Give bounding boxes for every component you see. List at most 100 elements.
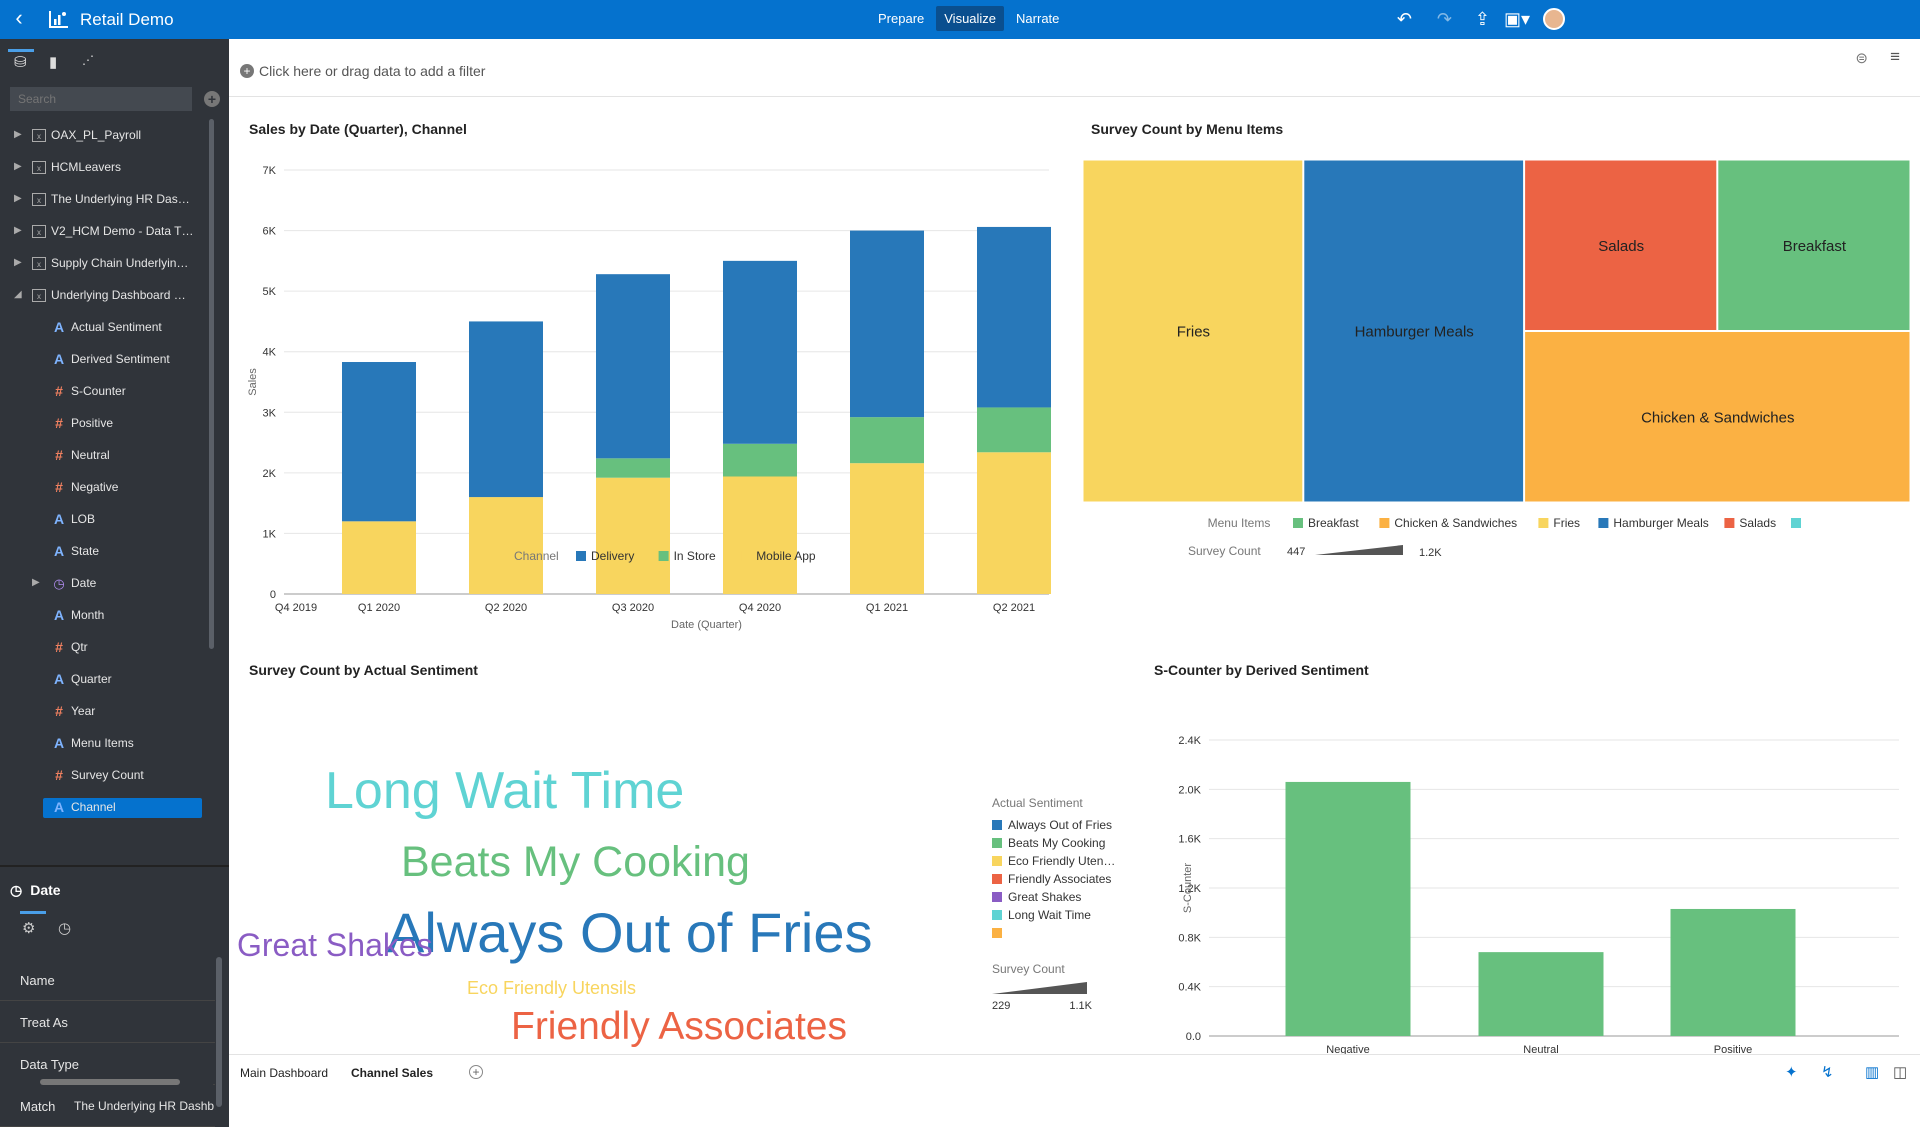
bar-positive[interactable]: [1670, 908, 1796, 1036]
legend-breakfast[interactable]: Breakfast: [1308, 516, 1359, 530]
legend-item-friendly-associates[interactable]: Friendly Associates: [992, 870, 1115, 888]
legend-chicken-sandwiches[interactable]: Chicken & Sandwiches: [1394, 516, 1517, 530]
bar-mobile-app-q3-2020[interactable]: [596, 477, 670, 594]
legend-salads[interactable]: Salads: [1739, 516, 1776, 530]
bar-mobile-app-q1-2020[interactable]: [342, 521, 416, 594]
auto-insights-icon[interactable]: ✦: [1785, 1064, 1798, 1081]
word-long-wait-time[interactable]: Long Wait Time: [325, 762, 685, 820]
save-icon[interactable]: ▣▾: [1503, 9, 1530, 29]
avatar[interactable]: [1543, 8, 1565, 30]
word-great-shakes[interactable]: Great Shakes: [237, 927, 433, 963]
tree-item-quarter[interactable]: A Quarter: [0, 663, 212, 695]
bar-delivery-q1-2020[interactable]: [342, 362, 416, 522]
mode-prepare[interactable]: Prepare: [878, 11, 925, 26]
filter-bar[interactable]: + Click here or drag data to add a filte…: [229, 39, 1920, 97]
tree-item-neutral[interactable]: # Neutral: [0, 439, 212, 471]
tree-item-oax-pl-payroll[interactable]: ▶ x OAX_PL_Payroll: [0, 119, 212, 151]
caret-down-icon[interactable]: ◢: [14, 289, 22, 300]
legend-item-blank[interactable]: [992, 924, 1115, 942]
search-input[interactable]: [10, 87, 192, 111]
analytics-tab-icon[interactable]: ⋰: [82, 53, 94, 67]
bar-in-store-q4-2020[interactable]: [723, 443, 797, 477]
prop-match[interactable]: Match The Underlying HR Dashb: [0, 1087, 215, 1127]
filter-placeholder[interactable]: Click here or drag data to add a filter: [259, 63, 486, 79]
caret-right-icon[interactable]: ▶: [14, 257, 22, 268]
tree-item-channel[interactable]: A Channel: [0, 791, 212, 823]
word-friendly-associates[interactable]: Friendly Associates: [511, 1005, 847, 1048]
legend-item-always-out-of-fries[interactable]: Always Out of Fries: [992, 816, 1115, 834]
filter-options-icon[interactable]: ⊜: [1855, 50, 1868, 67]
bar-delivery-q2-2020[interactable]: [469, 321, 543, 498]
legend-item-eco-friendly-uten[interactable]: Eco Friendly Uten…: [992, 852, 1115, 870]
word-eco-friendly-utensils[interactable]: Eco Friendly Utensils: [467, 978, 637, 998]
legend-fries[interactable]: Fries: [1553, 516, 1580, 530]
caret-right-icon[interactable]: ▶: [14, 129, 22, 140]
bar-negative[interactable]: [1285, 781, 1411, 1036]
tree-item-qtr[interactable]: # Qtr: [0, 631, 212, 663]
caret-right-icon[interactable]: ▶: [14, 225, 22, 236]
back-icon[interactable]: ‹: [15, 5, 23, 30]
data-tab-icon[interactable]: ⛁: [14, 54, 27, 71]
tree-item-s-counter[interactable]: # S-Counter: [0, 375, 212, 407]
prop-treat-as[interactable]: Treat As: [0, 1003, 215, 1043]
treemap-tile-salads[interactable]: [1524, 159, 1718, 331]
menu-treemap[interactable]: Fries Hamburger Meals Salads Breakfast Chick…: [1074, 149, 1919, 669]
panel-scrollbar[interactable]: [209, 119, 214, 649]
scounter-bar-chart[interactable]: 0.0 0.4K 0.8K 1.2K 1.6K 2.0K 2.4K Negative Neutr…: [1129, 684, 1919, 1054]
share-icon[interactable]: ⇪: [1474, 9, 1490, 29]
tree-item-survey-count[interactable]: # Survey Count: [0, 759, 212, 791]
legend-item-great-shakes[interactable]: Great Shakes: [992, 888, 1115, 906]
undo-icon[interactable]: ↶: [1396, 9, 1412, 29]
time-tab-icon[interactable]: ◷: [58, 920, 72, 937]
bar-mobile-app-q2-2020[interactable]: [469, 497, 543, 594]
bar-in-store-q1-2021[interactable]: [850, 417, 924, 464]
bar-neutral[interactable]: [1478, 952, 1604, 1036]
bar-delivery-q2-2021[interactable]: [977, 226, 1051, 408]
legend-item-long-wait-time[interactable]: Long Wait Time: [992, 906, 1115, 924]
tree-item-supply-chain-underlyin[interactable]: ▶ x Supply Chain Underlyin…: [0, 247, 212, 279]
legend-hamburger-meals[interactable]: Hamburger Meals: [1613, 516, 1708, 530]
visualizations-tab-icon[interactable]: ▮: [49, 54, 58, 71]
bar-delivery-q1-2021[interactable]: [850, 230, 924, 418]
treemap-tile-chicken-sandwiches[interactable]: [1524, 331, 1911, 503]
prop-name[interactable]: Name: [0, 961, 215, 1001]
tree-item-v2-hcm-demo-data-t[interactable]: ▶ x V2_HCM Demo - Data T…: [0, 215, 212, 247]
add-data-icon[interactable]: +: [204, 91, 220, 107]
tree-item-year[interactable]: # Year: [0, 695, 212, 727]
treemap-tile-breakfast[interactable]: [1717, 159, 1911, 331]
tree-item-menu-items[interactable]: A Menu Items: [0, 727, 212, 759]
sales-bar-chart[interactable]: 0 1K 2K 3K 4K 5K 6K 7K Q4 2019 Q1 2020 Q2 2020 Q3 2…: [229, 149, 1074, 669]
menu-icon[interactable]: ≡: [1890, 47, 1900, 66]
sentiment-wordcloud[interactable]: Long Wait Time Beats My Cooking Always Out…: [229, 689, 1129, 1049]
layout-icon[interactable]: ▥: [1865, 1064, 1880, 1081]
tree-item-derived-sentiment[interactable]: A Derived Sentiment: [0, 343, 212, 375]
caret-right-icon[interactable]: ▶: [14, 161, 22, 172]
redo-icon[interactable]: ↷: [1436, 9, 1452, 29]
horizontal-scrollbar[interactable]: [40, 1079, 180, 1085]
mode-narrate[interactable]: Narrate: [1016, 11, 1060, 26]
tree-item-negative[interactable]: # Negative: [0, 471, 212, 503]
refresh-icon[interactable]: ↯: [1821, 1064, 1834, 1081]
tree-item-the-underlying-hr-das[interactable]: ▶ x The Underlying HR Das…: [0, 183, 212, 215]
general-tab-icon[interactable]: ⚙: [22, 920, 36, 937]
tree-item-hcmleavers[interactable]: ▶ x HCMLeavers: [0, 151, 212, 183]
treemap-tile-fries[interactable]: [1082, 159, 1304, 503]
tree-item-underlying-dashboard[interactable]: ◢ x Underlying Dashboard …: [0, 279, 212, 311]
properties-scrollbar[interactable]: [216, 957, 222, 1107]
word-always-out-of-fries[interactable]: Always Out of Fries: [387, 901, 873, 964]
bar-delivery-q4-2020[interactable]: [723, 260, 797, 444]
tab-main-dashboard[interactable]: Main Dashboard: [240, 1066, 329, 1080]
tree-item-positive[interactable]: # Positive: [0, 407, 212, 439]
bar-mobile-app-q2-2021[interactable]: [977, 452, 1051, 594]
legend-mobile-app[interactable]: Mobile App: [756, 549, 816, 563]
tab-channel-sales[interactable]: Channel Sales: [351, 1066, 434, 1080]
add-filter-icon[interactable]: +: [240, 64, 254, 78]
tree-item-month[interactable]: A Month: [0, 599, 212, 631]
caret-right-icon[interactable]: ▶: [32, 577, 40, 588]
bar-in-store-q3-2020[interactable]: [596, 458, 670, 478]
tree-item-actual-sentiment[interactable]: A Actual Sentiment: [0, 311, 212, 343]
legend-delivery[interactable]: Delivery: [591, 549, 634, 563]
treemap-tile-hamburger-meals[interactable]: [1303, 159, 1525, 503]
tree-item-date[interactable]: ▶ ◷ Date: [0, 567, 212, 599]
bar-mobile-app-q4-2020[interactable]: [723, 476, 797, 594]
